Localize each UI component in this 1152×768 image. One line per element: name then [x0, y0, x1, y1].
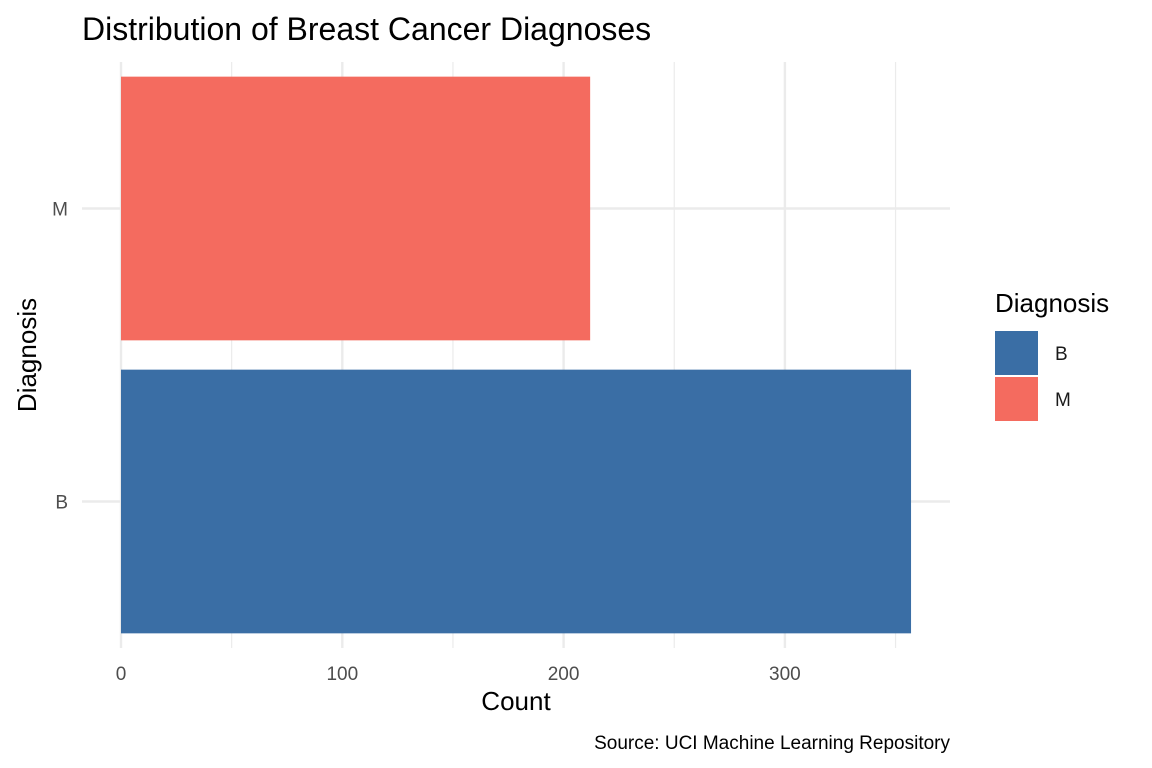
legend-items: BM: [995, 331, 1071, 421]
legend-title: Diagnosis: [995, 288, 1109, 318]
chart-caption: Source: UCI Machine Learning Repository: [594, 733, 950, 754]
legend-label-m: M: [1055, 390, 1071, 411]
y-tick-label: B: [55, 493, 68, 514]
legend-label-b: B: [1055, 344, 1068, 365]
chart-title: Distribution of Breast Cancer Diagnoses: [82, 11, 651, 47]
bar-b: [121, 369, 912, 634]
legend-key-b: [995, 331, 1038, 375]
legend: Diagnosis BM: [995, 288, 1109, 421]
x-tick-label: 100: [326, 664, 358, 685]
x-axis-ticks: 0 100 200 300: [116, 664, 801, 685]
x-tick-label: 200: [548, 664, 580, 685]
y-axis-title: Diagnosis: [12, 298, 42, 412]
bars: [121, 76, 912, 634]
y-tick-label: M: [52, 200, 68, 221]
y-axis-ticks: BM: [52, 200, 68, 514]
x-tick-label: 0: [116, 664, 127, 685]
x-tick-label: 300: [769, 664, 801, 685]
bar-m: [121, 76, 591, 341]
x-axis-title: Count: [481, 686, 551, 716]
legend-key-m: [995, 377, 1038, 421]
